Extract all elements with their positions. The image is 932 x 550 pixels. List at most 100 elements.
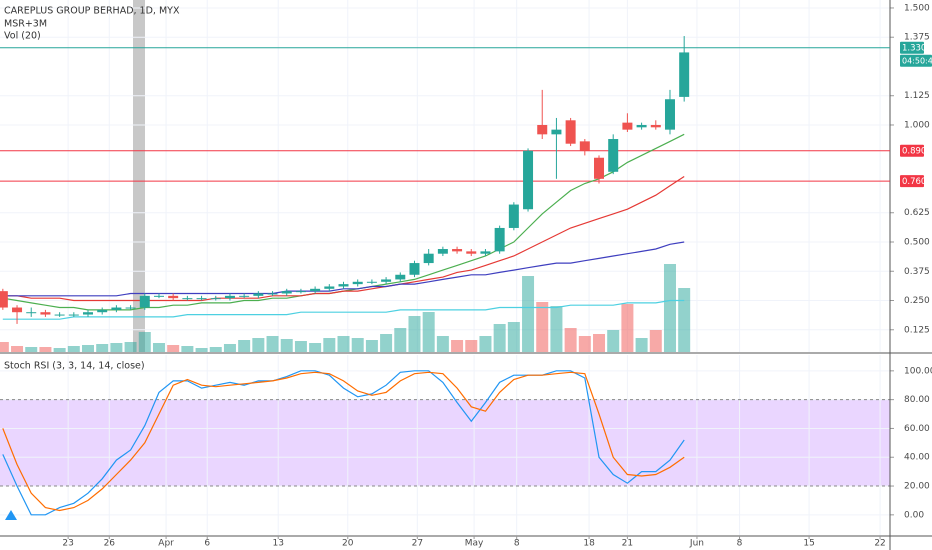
candle-body [26, 312, 37, 314]
candle-body [54, 314, 65, 316]
candle-body [622, 122, 633, 130]
volume-bar [0, 342, 9, 352]
candle-body [139, 295, 150, 308]
volume-bar [195, 348, 208, 352]
volume-bar [663, 264, 676, 352]
y-tick-label: 40.00 [904, 453, 930, 463]
candle-body [452, 249, 463, 252]
x-tick-label: 15 [803, 539, 814, 549]
candle-body [664, 99, 675, 130]
candle-body [594, 157, 605, 179]
candle-body [83, 312, 94, 315]
candle-body [679, 52, 690, 97]
volume-bar [82, 345, 95, 352]
y-tick-label: 20.00 [904, 482, 930, 492]
y-tick-label: 0.625 [904, 208, 930, 218]
indicator-line [2, 371, 685, 512]
volume-bar [550, 306, 563, 352]
y-tick-label: 1.375 [904, 33, 930, 43]
price-label: 1.330 [902, 44, 926, 54]
volume-bar [181, 346, 194, 352]
volume-bar [465, 340, 478, 352]
x-tick-label: 23 [62, 539, 73, 549]
y-tick-label: 100.00 [904, 366, 932, 376]
volume-bar [11, 346, 24, 352]
chart-title: CAREPLUS GROUP BERHAD, 1D, MYX [4, 6, 180, 17]
y-tick-label: 0.375 [904, 267, 930, 277]
volume-bar [337, 336, 350, 352]
x-tick-label: 26 [104, 539, 116, 549]
candle-body [565, 120, 576, 144]
volume-bar [607, 330, 620, 352]
price-label: 0.890 [902, 147, 926, 157]
candle-body [551, 129, 562, 135]
candle-body [0, 291, 8, 308]
indicator-label: MSR+3M [4, 19, 47, 30]
volume-bar [209, 347, 222, 352]
x-tick-label: May [465, 539, 484, 549]
volume-bar [593, 334, 606, 352]
indicator-line [2, 370, 685, 516]
volume-bar [422, 312, 435, 352]
volume-bar [635, 338, 648, 352]
y-tick-label: 1.500 [904, 3, 930, 13]
volume-bar [309, 343, 322, 352]
volume-bar [167, 345, 180, 352]
volume-bar [493, 324, 506, 352]
y-tick-label: 0.125 [904, 325, 930, 335]
x-tick-label: 27 [412, 539, 423, 549]
price-label: 0.760 [902, 177, 926, 187]
x-tick-label: 8 [514, 539, 520, 549]
volume-bar [536, 302, 549, 352]
x-tick-label: 18 [583, 539, 595, 549]
x-tick-label: 6 [204, 539, 210, 549]
x-tick-label: 20 [342, 539, 354, 549]
volume-bar [238, 340, 251, 352]
candle-body [537, 124, 548, 135]
volume-bar [380, 334, 393, 352]
candle-body [352, 281, 363, 285]
overbought-band [0, 399, 890, 487]
volume-bar [678, 288, 691, 352]
volume-bar [436, 336, 449, 352]
volume-bar [96, 344, 109, 352]
candle-body [466, 251, 477, 254]
volume-bar [649, 330, 662, 352]
candle-body [366, 281, 377, 283]
candle-body [381, 279, 392, 282]
volume-bar [110, 343, 123, 352]
x-tick-label: 21 [622, 539, 633, 549]
logo [5, 510, 17, 520]
candle-body [224, 295, 235, 299]
volume-bar [507, 322, 520, 352]
candle-body [182, 298, 193, 300]
volume-bar [479, 336, 492, 352]
x-tick-label: Jun [689, 539, 704, 549]
candle-body [111, 307, 122, 310]
y-tick-label: 0.00 [904, 510, 924, 520]
volume-bar [25, 347, 38, 352]
candle-body [508, 204, 519, 228]
volume-bar [522, 276, 535, 352]
volume-label: Vol (20) [4, 31, 41, 42]
candle-body [97, 309, 108, 313]
volume-bar [394, 328, 407, 352]
volume-bar [280, 339, 293, 352]
indicator-line [2, 299, 685, 320]
volume-bar [138, 332, 151, 352]
indicator-line [2, 175, 685, 302]
candle-body [579, 141, 590, 151]
y-tick-label: 0.500 [904, 238, 930, 248]
candle-body [310, 288, 321, 292]
price-label-box [900, 144, 924, 157]
y-tick-label: 1.000 [904, 120, 930, 130]
volume-bar [365, 340, 378, 352]
candle-body [494, 227, 505, 252]
candle-body [12, 307, 23, 313]
volume-bar [323, 338, 336, 352]
volume-bar [252, 338, 265, 352]
candle-body [253, 293, 264, 296]
candle-body [409, 263, 420, 275]
candle-body [168, 295, 179, 299]
